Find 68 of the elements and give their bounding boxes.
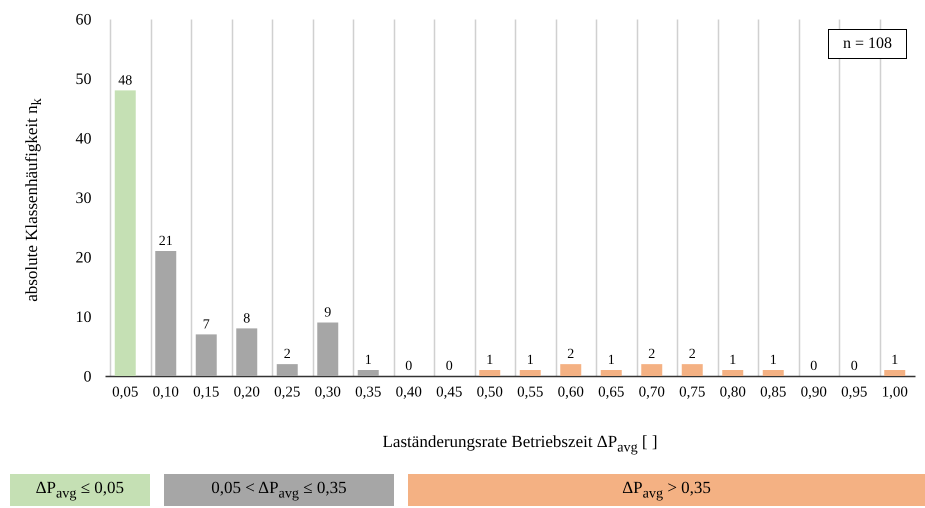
bar [114,90,136,376]
x-tick-label: 0,65 [598,384,624,400]
x-tick-label: 0,35 [355,384,382,400]
y-tick-label: 0 [84,368,92,386]
bar [560,364,582,376]
data-label: 1 [608,353,615,368]
data-label: 0 [810,359,818,374]
y-tick-label: 40 [76,130,92,148]
x-tick-label: 0,15 [193,384,220,400]
x-tick-label: 0,20 [234,384,260,400]
bar [317,322,338,376]
data-label: 9 [324,305,332,320]
x-tick-label: 0,95 [841,384,868,400]
x-tick-label: 1,00 [882,384,908,400]
x-tick-label: 0,70 [638,384,665,400]
y-tick-label: 60 [76,12,92,28]
bar [884,370,906,376]
y-tick-label: 10 [76,309,92,326]
x-tick-label: 0,75 [679,384,706,400]
data-label: 2 [648,347,656,362]
x-axis-title: Laständerungsrate Betriebszeit ΔP$_{avg}$ [ ] [382,432,658,456]
data-label: 1 [770,353,777,368]
x-tick-label: 0,80 [720,384,746,400]
bar [196,334,217,376]
bar [641,364,662,376]
x-tick-label: 0,25 [274,384,300,400]
y-tick-label: 50 [76,71,92,88]
bar [276,364,298,376]
data-label: 1 [729,353,736,368]
bar [600,370,622,376]
text: 0,05 < ΔP$_{avg}$ ≤ 0,35 [211,478,347,502]
bar [479,370,500,376]
data-label: 0 [446,359,453,374]
x-tick-label: 0,30 [314,384,341,400]
x-tick-label: 0,90 [800,384,827,400]
bar [762,370,784,376]
data-label: 7 [202,317,210,332]
bar [682,364,703,376]
data-label: 21 [158,234,173,250]
data-label: 2 [567,347,574,362]
y-tick-label: 30 [76,190,92,207]
data-label: 0 [405,359,412,374]
data-label: 2 [688,347,696,362]
data-label: 1 [486,353,494,368]
x-tick-label: 0,05 [112,384,138,400]
data-label: 8 [243,311,250,326]
x-tick-label: 0,55 [517,384,544,400]
text: ΔP$_{avg}$ ≤ 0,05 [36,478,124,502]
x-tick-label: 0,40 [396,384,422,400]
data-label: 1 [526,353,534,368]
y-tick-label: 20 [76,250,92,266]
bar [155,251,176,376]
x-tick-label: 0,10 [152,384,179,400]
bar [358,370,379,376]
bar [236,328,258,376]
bar [722,370,744,376]
bar [520,370,541,376]
x-tick-label: 0,45 [436,384,462,400]
data-label: 48 [118,73,132,88]
annotation: n = 108 [828,29,907,59]
x-tick-label: 0,60 [558,384,584,400]
x-tick-label: 0,50 [476,384,503,400]
x-tick-label: 0,85 [760,384,786,400]
data-label: 2 [284,347,291,362]
data-label: 0 [850,359,858,374]
data-label: 1 [364,353,372,368]
text: ΔP$_{avg}$ > 0,35 [622,478,711,502]
data-label: 1 [891,353,898,368]
